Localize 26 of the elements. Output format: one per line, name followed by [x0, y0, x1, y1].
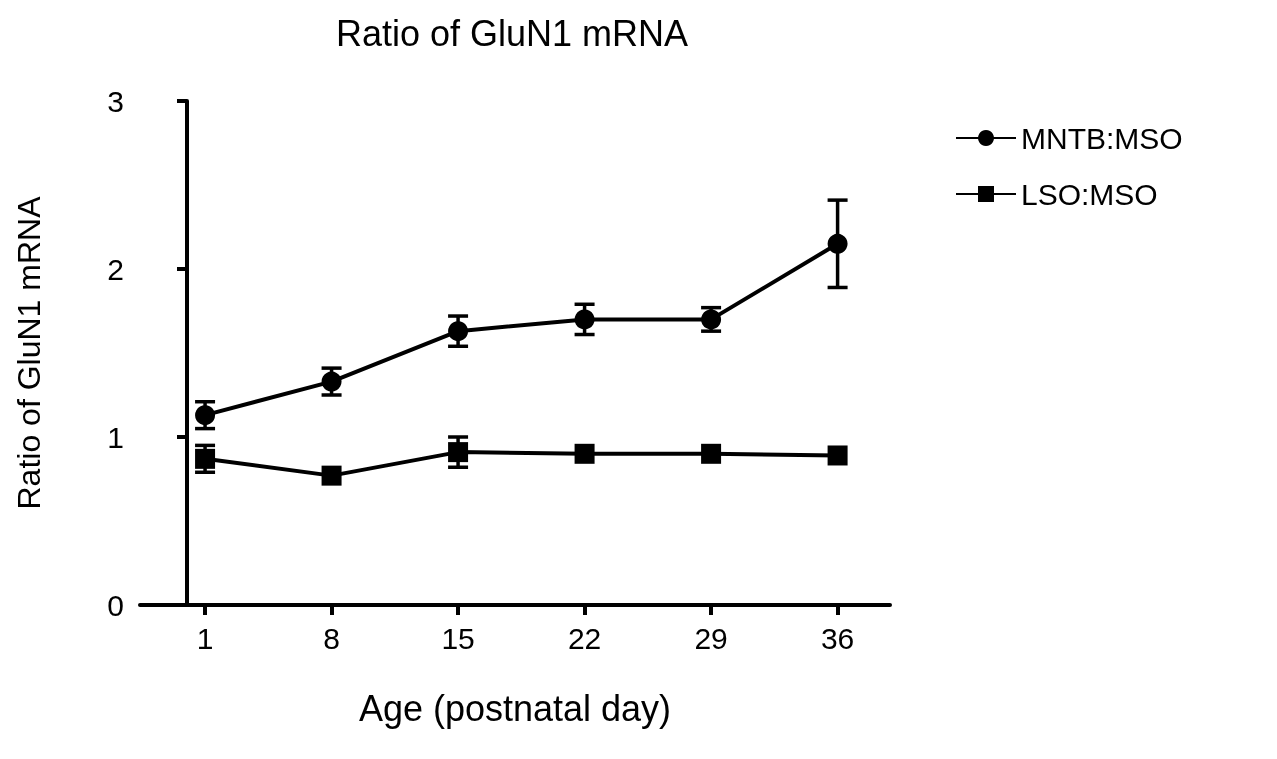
point	[448, 442, 469, 463]
point	[827, 233, 848, 254]
x-tick-label: 15	[441, 621, 475, 655]
point	[701, 443, 722, 464]
point	[195, 405, 216, 426]
y-tick-label: 2	[107, 252, 124, 286]
x-axis-title: Age (postnatal day)	[358, 687, 672, 729]
legend-label: LSO:MSO	[1021, 177, 1158, 211]
point	[448, 321, 469, 342]
x-tick-label: 1	[196, 621, 214, 655]
y-tick-label: 0	[107, 588, 124, 622]
point	[827, 445, 848, 466]
point	[321, 371, 342, 392]
point	[574, 443, 595, 464]
x-tick-label: 22	[567, 621, 602, 655]
legend-label: MNTB:MSO	[1021, 121, 1183, 155]
point	[321, 465, 342, 486]
point	[195, 448, 216, 469]
x-tick-label: 36	[820, 621, 855, 655]
x-tick-label: 8	[323, 621, 340, 655]
point	[574, 309, 595, 330]
y-tick-label: 3	[107, 84, 124, 118]
y-axis-title: Ratio of GluN1 mRNA	[11, 195, 47, 510]
chart-title: Ratio of GluN1 mRNA	[335, 12, 689, 54]
x-tick-label: 29	[694, 621, 728, 655]
y-tick-label: 1	[107, 420, 124, 454]
